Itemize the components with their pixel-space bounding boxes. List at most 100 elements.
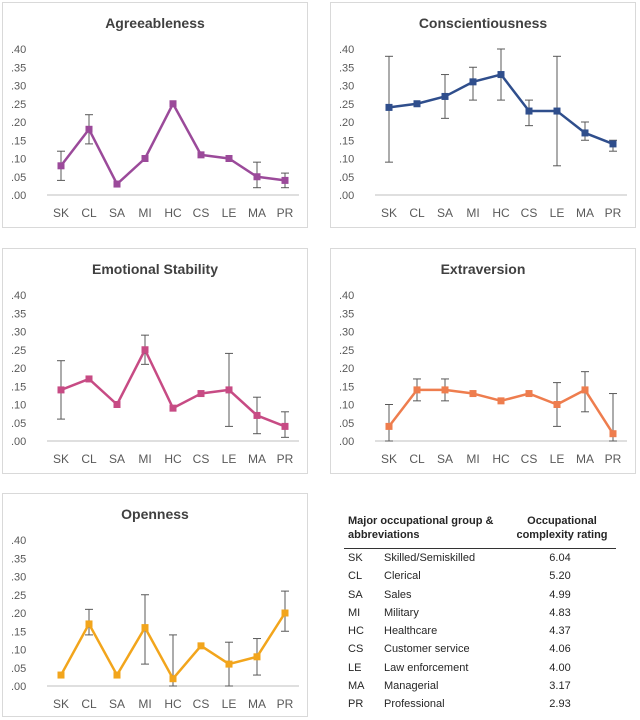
y-tick-label: .10 <box>339 154 354 166</box>
data-point <box>141 624 149 632</box>
y-axis-ticks: .00 .05 .10 .15 .20 .25 .30 .35 .40 <box>11 290 26 448</box>
y-tick-label: .15 <box>11 626 26 638</box>
table-row: PR Professional 2.93 <box>344 695 616 713</box>
y-tick-label: .20 <box>11 117 26 129</box>
chart-title: Openness <box>121 506 189 522</box>
row-rating: 3.17 <box>549 680 571 693</box>
y-tick-label: .40 <box>339 290 354 302</box>
x-tick-label: LE <box>222 452 237 466</box>
x-tick-label: HC <box>164 206 182 220</box>
table-row: SK Skilled/Semiskilled 6.04 <box>344 549 616 567</box>
x-tick-label: SA <box>109 697 125 711</box>
row-name: Clerical <box>384 570 421 583</box>
data-point <box>385 422 393 430</box>
y-tick-label: .35 <box>339 308 354 320</box>
row-name: Customer service <box>384 643 470 656</box>
data-point <box>581 386 589 394</box>
row-name: Managerial <box>384 680 439 693</box>
row-rating: 4.37 <box>549 625 571 638</box>
y-tick-label: .10 <box>11 645 26 657</box>
x-tick-label: HC <box>164 452 182 466</box>
x-tick-label: SK <box>53 452 69 466</box>
x-tick-label: CL <box>409 452 425 466</box>
y-tick-label: .10 <box>339 400 354 412</box>
data-point <box>57 671 65 679</box>
data-point <box>581 129 589 137</box>
x-tick-label: MI <box>138 697 151 711</box>
row-abbr: PR <box>348 698 364 711</box>
table-body: SK Skilled/Semiskilled 6.04 CL Clerical 5.20 S… <box>344 549 616 714</box>
y-tick-label: .00 <box>11 681 26 693</box>
y-tick-label: .35 <box>11 553 26 565</box>
y-tick-label: .25 <box>339 345 354 357</box>
x-tick-label: LE <box>222 206 237 220</box>
chart-plot: .00 .05 .10 .15 .20 .25 .30 .35 .40 SK CL SA MI HC CS L… <box>11 535 299 711</box>
y-axis-ticks: .00 .05 .10 .15 .20 .25 .30 .35 .40 <box>11 535 26 693</box>
chart-title: Emotional Stability <box>91 261 218 277</box>
table-row: CS Customer service 4.06 <box>344 640 616 658</box>
data-point <box>85 620 93 628</box>
row-rating: 6.04 <box>549 552 571 564</box>
y-tick-label: .30 <box>11 572 26 584</box>
data-point <box>281 609 289 617</box>
row-abbr: LE <box>348 661 362 674</box>
y-tick-label: .35 <box>11 308 26 320</box>
x-tick-label: CL <box>81 452 97 466</box>
data-point <box>113 671 121 679</box>
y-tick-label: .20 <box>11 608 26 620</box>
data-point <box>385 103 393 111</box>
y-tick-label: .25 <box>11 590 26 602</box>
y-tick-label: .00 <box>11 436 26 448</box>
row-rating: 4.99 <box>549 588 571 601</box>
row-abbr: MI <box>348 606 361 619</box>
y-tick-label: .25 <box>11 99 26 111</box>
y-tick-label: .15 <box>11 135 26 147</box>
chart-plot: .00 .05 .10 .15 .20 .25 .30 .35 .40 SK CL SA MI HC CS L… <box>11 44 299 220</box>
y-tick-label: .40 <box>11 535 26 547</box>
data-point <box>169 100 177 108</box>
y-tick-label: .40 <box>339 44 354 56</box>
data-point <box>281 176 289 184</box>
x-tick-label: LE <box>222 697 237 711</box>
data-point <box>413 386 421 394</box>
x-tick-label: CS <box>193 697 210 711</box>
x-tick-label: MA <box>248 206 266 220</box>
data-point <box>141 155 149 162</box>
x-tick-label: PR <box>605 206 622 220</box>
chart-title: Agreeableness <box>105 15 205 31</box>
occupational-group-table: Major occupational group & abbreviations… <box>344 510 616 714</box>
table-row: SA Sales 4.99 <box>344 586 616 604</box>
y-tick-label: .30 <box>339 327 354 339</box>
x-tick-label: HC <box>492 206 510 220</box>
row-name: Professional <box>384 698 445 711</box>
y-tick-label: .05 <box>11 172 26 184</box>
data-point <box>609 140 617 148</box>
data-point <box>197 151 205 159</box>
data-point <box>57 162 65 170</box>
y-tick-label: .05 <box>11 663 26 675</box>
data-point <box>141 346 149 354</box>
y-tick-label: .10 <box>11 400 26 412</box>
x-tick-label: CL <box>409 206 425 220</box>
x-tick-label: CS <box>521 206 538 220</box>
series-line <box>388 388 615 435</box>
x-tick-label: MA <box>248 697 266 711</box>
y-tick-label: .40 <box>11 44 26 56</box>
y-tick-label: .10 <box>11 154 26 166</box>
y-tick-label: .15 <box>11 381 26 393</box>
chart-plot: .00 .05 .10 .15 .20 .25 .30 .35 .40 SK CL SA MI HC CS L… <box>339 290 627 466</box>
row-rating: 4.83 <box>549 606 571 619</box>
row-abbr: CS <box>348 643 364 656</box>
y-axis-ticks: .00 .05 .10 .15 .20 .25 .30 .35 .40 <box>11 44 26 202</box>
series-line <box>60 348 286 428</box>
data-point <box>169 675 177 683</box>
series-line <box>60 102 286 186</box>
y-tick-label: .00 <box>339 190 354 202</box>
x-tick-label: SA <box>109 452 125 466</box>
x-tick-label: PR <box>277 697 294 711</box>
x-tick-label: PR <box>277 452 294 466</box>
x-tick-label: SA <box>437 452 453 466</box>
data-point <box>525 107 533 115</box>
table-row: MI Military 4.83 <box>344 604 616 622</box>
x-tick-label: MA <box>248 452 266 466</box>
